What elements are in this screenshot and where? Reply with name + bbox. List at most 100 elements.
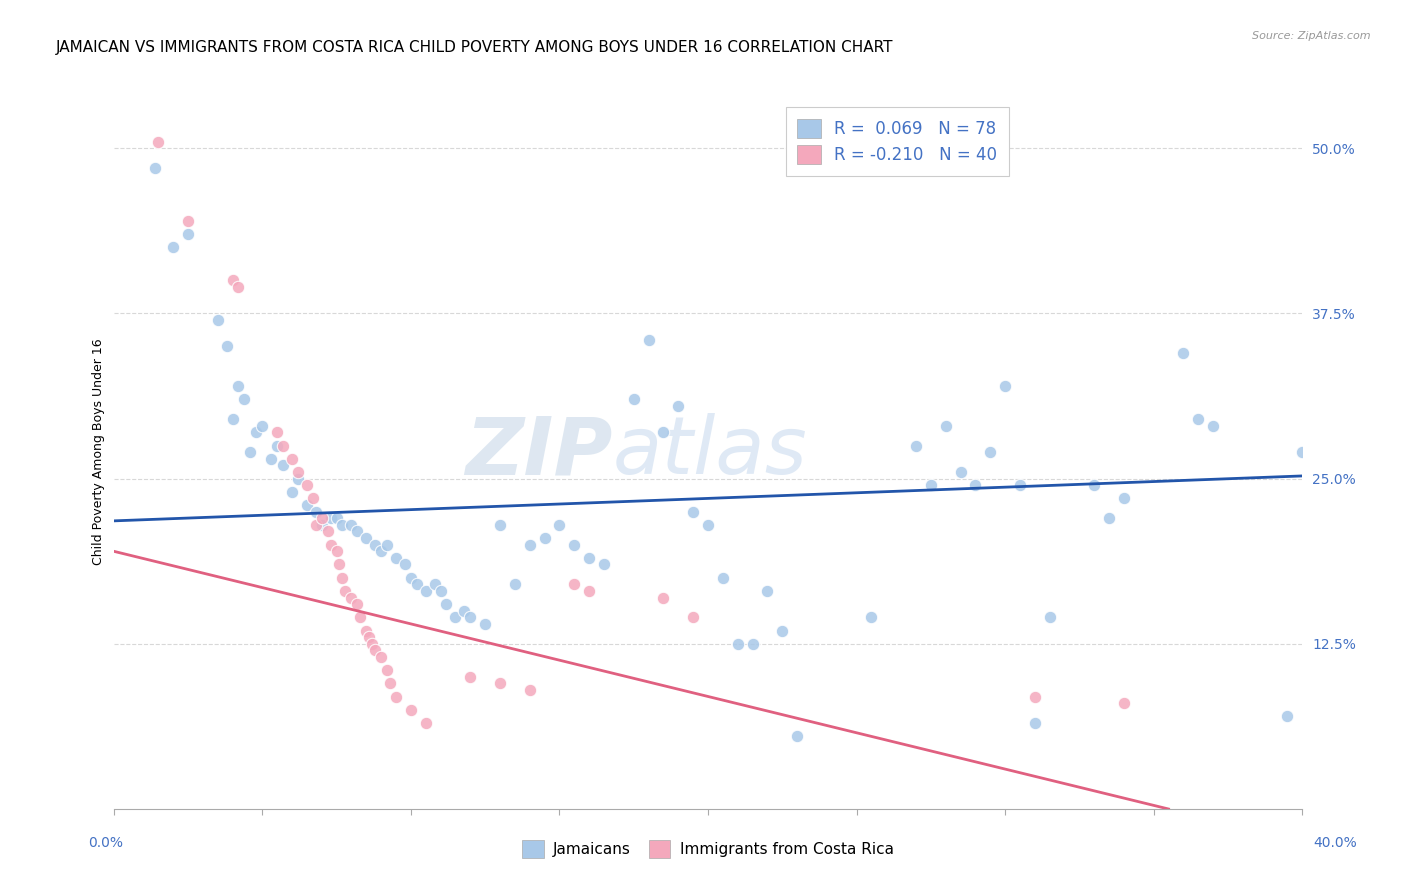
Point [405, 577, 427, 591]
Point [666, 399, 689, 413]
Point [311, 511, 333, 525]
Point [1024, 716, 1046, 731]
Point [354, 531, 377, 545]
Point [325, 544, 347, 558]
Point [533, 531, 555, 545]
Point [415, 716, 437, 731]
Point [143, 161, 166, 175]
Point [1083, 478, 1105, 492]
Point [697, 517, 720, 532]
Point [316, 524, 339, 539]
Text: ZIP: ZIP [465, 413, 613, 491]
Point [245, 425, 267, 440]
Point [979, 445, 1001, 459]
Point [1291, 445, 1313, 459]
Point [489, 676, 512, 690]
Point [1008, 478, 1031, 492]
Point [786, 729, 808, 743]
Point [346, 597, 368, 611]
Point [458, 670, 481, 684]
Text: 40.0%: 40.0% [1313, 836, 1357, 850]
Point [301, 491, 323, 506]
Point [1202, 418, 1225, 433]
Point [375, 663, 398, 677]
Point [1173, 346, 1195, 360]
Point [319, 538, 342, 552]
Point [346, 524, 368, 539]
Point [364, 538, 387, 552]
Point [623, 392, 645, 407]
Text: atlas: atlas [613, 413, 807, 491]
Point [295, 498, 318, 512]
Point [148, 135, 170, 149]
Point [682, 505, 704, 519]
Point [233, 392, 256, 407]
Point [652, 591, 675, 605]
Point [711, 571, 734, 585]
Point [239, 445, 262, 459]
Point [474, 617, 496, 632]
Point [578, 550, 600, 565]
Point [920, 478, 942, 492]
Point [177, 214, 200, 228]
Point [1187, 412, 1209, 426]
Point [399, 571, 422, 585]
Point [423, 577, 446, 591]
Point [458, 610, 481, 624]
Point [177, 227, 200, 241]
Point [415, 583, 437, 598]
Point [965, 478, 987, 492]
Point [562, 577, 585, 591]
Point [215, 339, 238, 353]
Point [162, 240, 184, 254]
Point [340, 517, 363, 532]
Point [682, 610, 704, 624]
Point [453, 604, 475, 618]
Point [305, 517, 328, 532]
Point [281, 451, 304, 466]
Point [385, 550, 408, 565]
Point [1039, 610, 1062, 624]
Point [394, 558, 416, 572]
Point [727, 637, 749, 651]
Point [1112, 491, 1135, 506]
Point [378, 676, 401, 690]
Point [519, 538, 541, 552]
Point [305, 505, 328, 519]
Point [295, 478, 318, 492]
Point [349, 610, 371, 624]
Point [319, 511, 342, 525]
Point [949, 465, 972, 479]
Point [637, 333, 659, 347]
Point [935, 418, 957, 433]
Point [252, 418, 274, 433]
Y-axis label: Child Poverty Among Boys Under 16: Child Poverty Among Boys Under 16 [93, 339, 105, 566]
Point [228, 280, 250, 294]
Point [335, 583, 357, 598]
Point [489, 517, 512, 532]
Point [228, 379, 250, 393]
Point [281, 484, 304, 499]
Point [271, 458, 294, 473]
Point [593, 558, 616, 572]
Point [860, 610, 883, 624]
Point [562, 538, 585, 552]
Point [271, 438, 294, 452]
Text: Source: ZipAtlas.com: Source: ZipAtlas.com [1253, 31, 1371, 41]
Point [756, 583, 779, 598]
Point [1098, 511, 1121, 525]
Point [770, 624, 793, 638]
Point [359, 630, 381, 644]
Point [503, 577, 526, 591]
Point [904, 438, 927, 452]
Point [444, 610, 467, 624]
Point [361, 637, 384, 651]
Point [340, 591, 363, 605]
Text: JAMAICAN VS IMMIGRANTS FROM COSTA RICA CHILD POVERTY AMONG BOYS UNDER 16 CORRELA: JAMAICAN VS IMMIGRANTS FROM COSTA RICA C… [56, 40, 894, 55]
Point [287, 472, 309, 486]
Point [328, 558, 350, 572]
Point [578, 583, 600, 598]
Point [221, 273, 243, 287]
Point [332, 517, 354, 532]
Point [287, 465, 309, 479]
